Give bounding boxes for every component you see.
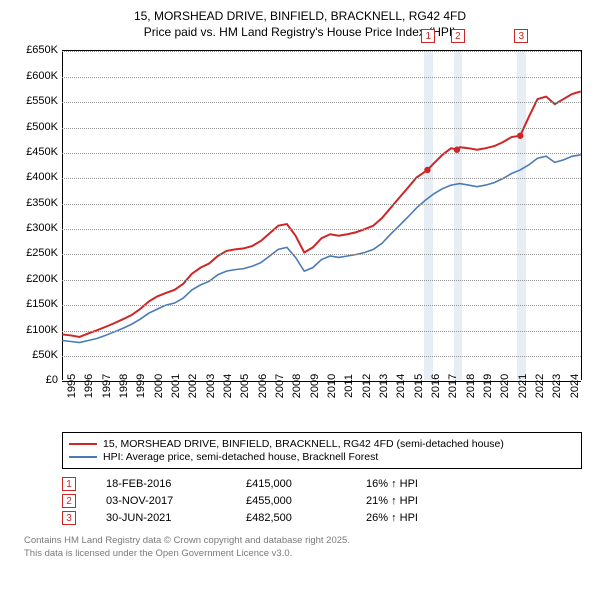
y-tick-label: £0 <box>14 374 58 386</box>
sale-point <box>424 167 430 173</box>
attribution-line-2: This data is licensed under the Open Gov… <box>24 548 588 560</box>
sales-marker-box: 3 <box>62 511 76 525</box>
sales-price: £482,500 <box>246 512 366 524</box>
y-tick-label: £450K <box>14 146 58 158</box>
sales-marker-box: 2 <box>62 494 76 508</box>
gridline <box>62 51 581 52</box>
gridline <box>62 153 581 154</box>
x-tick-label: 2024 <box>569 374 600 398</box>
y-tick-label: £50K <box>14 349 58 361</box>
gridline <box>62 204 581 205</box>
sales-row: 2 03-NOV-2017£455,00021% ↑ HPI <box>62 494 582 508</box>
y-tick-label: £650K <box>14 44 58 56</box>
legend: 15, MORSHEAD DRIVE, BINFIELD, BRACKNELL,… <box>62 432 582 469</box>
gridline <box>62 102 581 103</box>
plot-area: 123 <box>62 50 582 380</box>
sales-row: 1 18-FEB-2016£415,00016% ↑ HPI <box>62 477 582 491</box>
y-tick-label: £100K <box>14 324 58 336</box>
legend-swatch <box>69 456 97 458</box>
chart-title: 15, MORSHEAD DRIVE, BINFIELD, BRACKNELL,… <box>12 8 588 40</box>
attribution-line-1: Contains HM Land Registry data © Crown c… <box>24 535 588 547</box>
legend-label: 15, MORSHEAD DRIVE, BINFIELD, BRACKNELL,… <box>103 438 504 450</box>
y-tick-label: £200K <box>14 273 58 285</box>
sales-row: 3 30-JUN-2021£482,50026% ↑ HPI <box>62 511 582 525</box>
gridline <box>62 178 581 179</box>
gridline <box>62 280 581 281</box>
sales-pct: 26% ↑ HPI <box>366 512 486 524</box>
legend-item: 15, MORSHEAD DRIVE, BINFIELD, BRACKNELL,… <box>69 438 575 450</box>
y-tick-label: £300K <box>14 222 58 234</box>
gridline <box>62 331 581 332</box>
sales-marker-box: 1 <box>62 477 76 491</box>
series-line-price_paid <box>62 92 580 337</box>
y-tick-label: £400K <box>14 171 58 183</box>
gridline <box>62 305 581 306</box>
marker-number-box: 1 <box>421 29 435 43</box>
gridline <box>62 128 581 129</box>
sales-date: 18-FEB-2016 <box>106 478 246 490</box>
sales-price: £455,000 <box>246 495 366 507</box>
title-line-1: 15, MORSHEAD DRIVE, BINFIELD, BRACKNELL,… <box>12 8 588 24</box>
legend-label: HPI: Average price, semi-detached house,… <box>103 451 378 463</box>
gridline <box>62 254 581 255</box>
legend-item: HPI: Average price, semi-detached house,… <box>69 451 575 463</box>
attribution: Contains HM Land Registry data © Crown c… <box>24 535 588 560</box>
marker-number-box: 2 <box>451 29 465 43</box>
series-line-hpi <box>62 155 580 343</box>
y-tick-label: £350K <box>14 197 58 209</box>
sales-date: 30-JUN-2021 <box>106 512 246 524</box>
gridline <box>62 77 581 78</box>
title-line-2: Price paid vs. HM Land Registry's House … <box>12 24 588 40</box>
y-tick-label: £250K <box>14 247 58 259</box>
gridline <box>62 356 581 357</box>
sales-price: £415,000 <box>246 478 366 490</box>
y-tick-label: £150K <box>14 298 58 310</box>
sales-date: 03-NOV-2017 <box>106 495 246 507</box>
chart-area: £0 £50K £100K £150K £200K £250K £300K £350K £400… <box>12 46 588 426</box>
sales-pct: 21% ↑ HPI <box>366 495 486 507</box>
sale-point <box>517 133 523 139</box>
y-tick-label: £600K <box>14 70 58 82</box>
gridline <box>62 229 581 230</box>
sales-table: 1 18-FEB-2016£415,00016% ↑ HPI 2 03-NOV-201… <box>62 477 582 525</box>
y-tick-label: £550K <box>14 95 58 107</box>
sales-pct: 16% ↑ HPI <box>366 478 486 490</box>
marker-number-box: 3 <box>514 29 528 43</box>
legend-swatch <box>69 443 97 445</box>
y-tick-label: £500K <box>14 121 58 133</box>
